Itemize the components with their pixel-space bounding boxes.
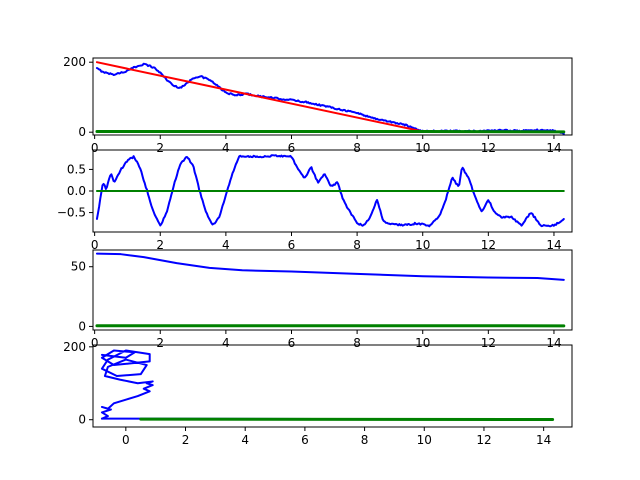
x-tick-label: 4 <box>222 238 230 252</box>
series-group <box>95 154 565 228</box>
y-tick-label: 200 <box>63 340 86 354</box>
axes-frame <box>92 57 573 136</box>
x-tick-label: 14 <box>546 141 561 155</box>
x-tick-label: 8 <box>353 141 361 155</box>
y-tick-label: 0 <box>78 319 86 333</box>
y-tick-label: 0 <box>78 413 86 427</box>
x-tick-label: 10 <box>415 238 430 252</box>
x-tick-label: 12 <box>481 141 496 155</box>
x-tick-label: 14 <box>546 336 561 350</box>
y-tick-label: 0.5 <box>67 162 86 176</box>
y-tick-label: 50 <box>71 260 86 274</box>
x-tick-label: 6 <box>288 238 296 252</box>
x-tick-label: 0 <box>91 238 99 252</box>
x-tick-label: 4 <box>241 433 249 447</box>
x-tick-label: 6 <box>288 141 296 155</box>
x-tick-label: 12 <box>481 336 496 350</box>
x-tick-label: 10 <box>415 336 430 350</box>
x-tick-label: 6 <box>288 336 296 350</box>
x-tick-label: 4 <box>222 141 230 155</box>
x-tick-label: 6 <box>301 433 309 447</box>
subplot-2: 0 2 4 6 8 10 12 14 −0.5 0.0 0.5 <box>57 149 573 252</box>
x-tick-label: 2 <box>156 238 164 252</box>
x-tick-label: 10 <box>415 141 430 155</box>
x-tick-label: 0 <box>91 336 99 350</box>
y-tick-label: −0.5 <box>57 206 86 220</box>
x-tick-label: 8 <box>353 238 361 252</box>
subplot-3: 0 2 4 6 8 10 12 14 0 50 <box>71 249 573 350</box>
x-tick-label: 12 <box>481 238 496 252</box>
x-tick-label: 0 <box>122 433 130 447</box>
x-tick-label: 8 <box>353 336 361 350</box>
x-tick-label: 2 <box>182 433 190 447</box>
x-tick-label: 14 <box>536 433 551 447</box>
series-line-1 <box>95 252 565 281</box>
y-tick-label: 200 <box>63 55 86 69</box>
axes-frame <box>92 249 573 331</box>
axes-frame <box>92 344 573 428</box>
x-tick-label: 0 <box>91 141 99 155</box>
x-tick-label: 4 <box>222 336 230 350</box>
series-group <box>95 61 566 135</box>
x-tick-label: 8 <box>361 433 369 447</box>
subplot-4: 0 2 4 6 8 10 12 14 0 200 <box>63 340 573 447</box>
subplot-1: 0 2 4 6 8 10 12 14 0 200 <box>63 55 573 155</box>
series-line-1 <box>100 349 154 420</box>
series-group <box>100 349 555 422</box>
x-tick-label: 14 <box>546 238 561 252</box>
x-tick-label: 2 <box>156 336 164 350</box>
x-tick-label: 12 <box>476 433 491 447</box>
x-tick-label: 10 <box>417 433 432 447</box>
y-tick-label: 0.0 <box>67 184 86 198</box>
series-line-1 <box>95 154 565 228</box>
x-tick-label: 2 <box>156 141 164 155</box>
series-group <box>95 252 566 328</box>
y-tick-label: 0 <box>78 125 86 139</box>
